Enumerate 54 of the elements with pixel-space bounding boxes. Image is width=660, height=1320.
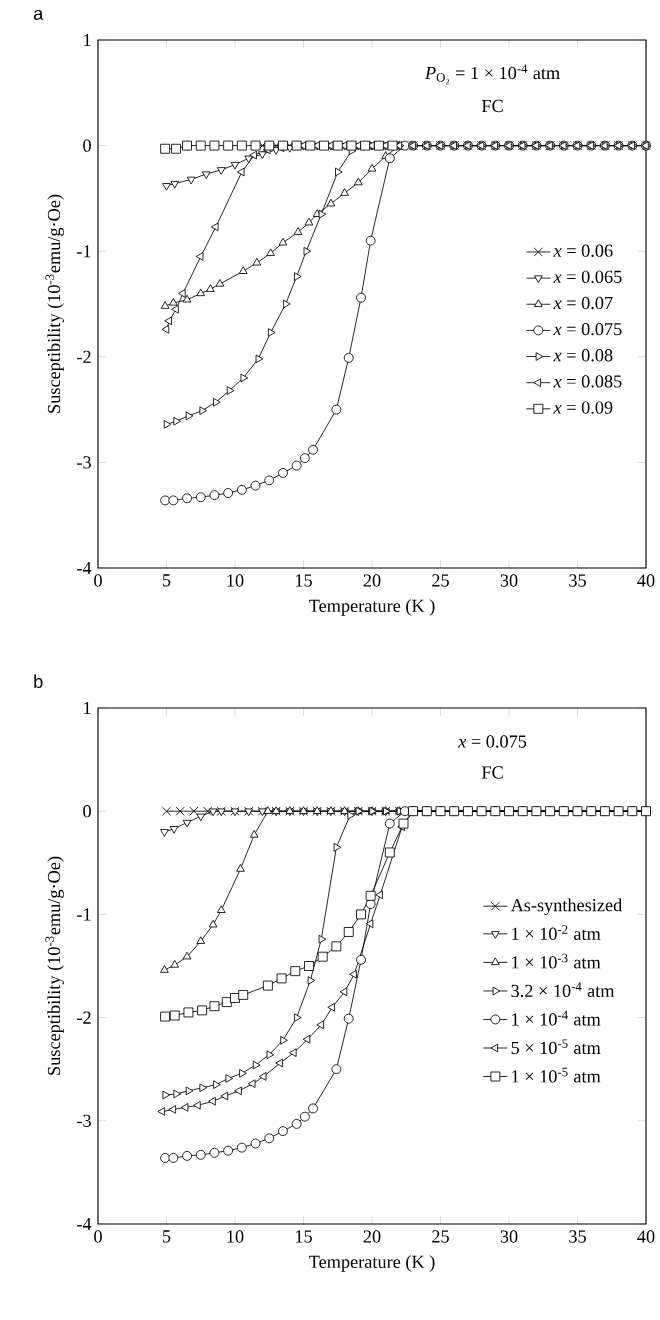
x-tick-label: 5 <box>162 1230 171 1243</box>
y-tick-label: 0 <box>83 805 91 818</box>
x-tick-label: 25 <box>432 1230 449 1243</box>
legend-label: x = 0.065 <box>553 270 622 284</box>
y-tick-label: -2 <box>77 350 91 363</box>
annotation: x = 0.075 <box>458 735 527 748</box>
legend-label: 1 × 10$^{-5}$ atm <box>512 1067 601 1083</box>
legend-label: 1 × 10$^{-4}$ atm <box>512 1010 601 1026</box>
x-tick-label: 0 <box>94 574 102 587</box>
legend-label: 5 × 10$^{-5}$ atm <box>511 1039 601 1055</box>
y-tick-label: -1 <box>77 908 91 921</box>
annotation: FC <box>481 766 503 779</box>
legend-label: As-synthesized <box>510 898 623 916</box>
x-tick-label: 30 <box>500 574 518 587</box>
chart-title: b <box>34 674 43 689</box>
y-tick-label: 1 <box>84 33 91 47</box>
x-tick-label: 5 <box>162 574 171 587</box>
x-tick-label: 10 <box>227 1230 244 1243</box>
y-tick-label: -4 <box>77 1217 92 1231</box>
legend-label: x = 0.07 <box>553 296 613 310</box>
legend-label: x = 0.08 <box>553 349 613 362</box>
annotation: FC <box>481 99 503 113</box>
x-tick-label: 25 <box>432 574 449 587</box>
x-tick-label: 40 <box>637 574 655 587</box>
y-tick-label: -3 <box>77 456 91 469</box>
x-axis-title: Temperature (K ) <box>309 1255 435 1272</box>
x-tick-label: 30 <box>500 1230 518 1243</box>
x-tick-label: 20 <box>363 574 381 587</box>
y-tick-label: -1 <box>77 245 91 258</box>
y-axis-title: Susceptibility (10$^{-3}$emu/g·Oe) <box>45 856 64 1075</box>
x-tick-label: 10 <box>227 574 244 587</box>
y-tick-label: -3 <box>77 1114 91 1127</box>
x-tick-label: 35 <box>569 574 586 587</box>
legend-label: 1 × 10$^{-3}$ atm <box>512 953 601 969</box>
x-axis-title: Temperature (K ) <box>309 599 435 616</box>
chart-title: a <box>33 9 44 20</box>
legend-label: x = 0.09 <box>553 401 613 414</box>
x-tick-label: 20 <box>363 1230 381 1243</box>
legend-label: x = 0.085 <box>553 375 622 388</box>
legend-label: 3.2 × 10$^{-4}$ atm <box>511 982 615 998</box>
y-tick-label: -4 <box>77 561 92 574</box>
legend-label: 1 × 10$^{-2}$ atm <box>512 925 601 940</box>
y-tick-label: 0 <box>83 139 91 152</box>
y-axis-title: Susceptibility (10$^{-3}$emu/g·Oe) <box>45 194 64 413</box>
x-tick-label: 35 <box>569 1230 586 1243</box>
x-tick-label: 15 <box>295 574 312 587</box>
y-tick-label: -2 <box>77 1011 91 1024</box>
annotation: P$_{O₂}$ = 1 × 10$^{-4}$ atm <box>424 64 560 85</box>
x-tick-label: 0 <box>94 1230 102 1243</box>
x-tick-label: 40 <box>637 1230 655 1243</box>
legend-label: x = 0.075 <box>553 322 622 336</box>
x-tick-label: 15 <box>295 1230 312 1243</box>
legend-label: x = 0.06 <box>553 244 613 257</box>
y-tick-label: 1 <box>84 701 91 715</box>
